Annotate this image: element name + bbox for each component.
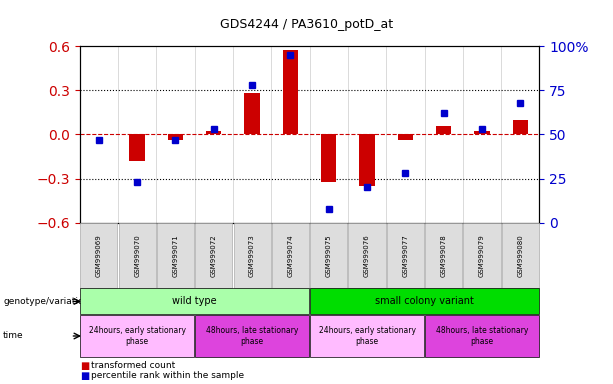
Bar xyxy=(512,120,528,134)
Text: GSM999072: GSM999072 xyxy=(211,234,217,277)
Bar xyxy=(436,126,451,134)
Text: GSM999070: GSM999070 xyxy=(134,234,140,277)
Text: GSM999078: GSM999078 xyxy=(441,234,447,277)
Text: GSM999075: GSM999075 xyxy=(326,234,332,277)
Bar xyxy=(168,134,183,140)
Text: time: time xyxy=(3,331,24,341)
Bar xyxy=(474,131,490,134)
Text: ■: ■ xyxy=(80,361,89,371)
Text: GSM999071: GSM999071 xyxy=(172,234,178,277)
Text: GSM999080: GSM999080 xyxy=(517,234,524,277)
Bar xyxy=(398,134,413,140)
Text: GSM999079: GSM999079 xyxy=(479,234,485,277)
Bar xyxy=(129,134,145,161)
Text: 48hours, late stationary
phase: 48hours, late stationary phase xyxy=(206,326,299,346)
Text: GSM999074: GSM999074 xyxy=(287,234,294,277)
Text: 24hours, early stationary
phase: 24hours, early stationary phase xyxy=(319,326,416,346)
Text: wild type: wild type xyxy=(172,296,217,306)
Text: GSM999076: GSM999076 xyxy=(364,234,370,277)
Text: GDS4244 / PA3610_potD_at: GDS4244 / PA3610_potD_at xyxy=(220,18,393,31)
Bar xyxy=(245,93,260,134)
Bar xyxy=(359,134,375,186)
Text: percentile rank within the sample: percentile rank within the sample xyxy=(91,371,244,380)
Bar xyxy=(206,131,221,134)
Text: small colony variant: small colony variant xyxy=(375,296,474,306)
Text: genotype/variation: genotype/variation xyxy=(3,297,89,306)
Text: transformed count: transformed count xyxy=(91,361,175,370)
Text: GSM999073: GSM999073 xyxy=(249,234,255,277)
Text: ■: ■ xyxy=(80,371,89,381)
Text: 24hours, early stationary
phase: 24hours, early stationary phase xyxy=(89,326,186,346)
Bar xyxy=(283,50,298,134)
Bar xyxy=(321,134,337,182)
Text: 48hours, late stationary
phase: 48hours, late stationary phase xyxy=(436,326,528,346)
Text: GSM999077: GSM999077 xyxy=(402,234,408,277)
Text: GSM999069: GSM999069 xyxy=(96,234,102,277)
